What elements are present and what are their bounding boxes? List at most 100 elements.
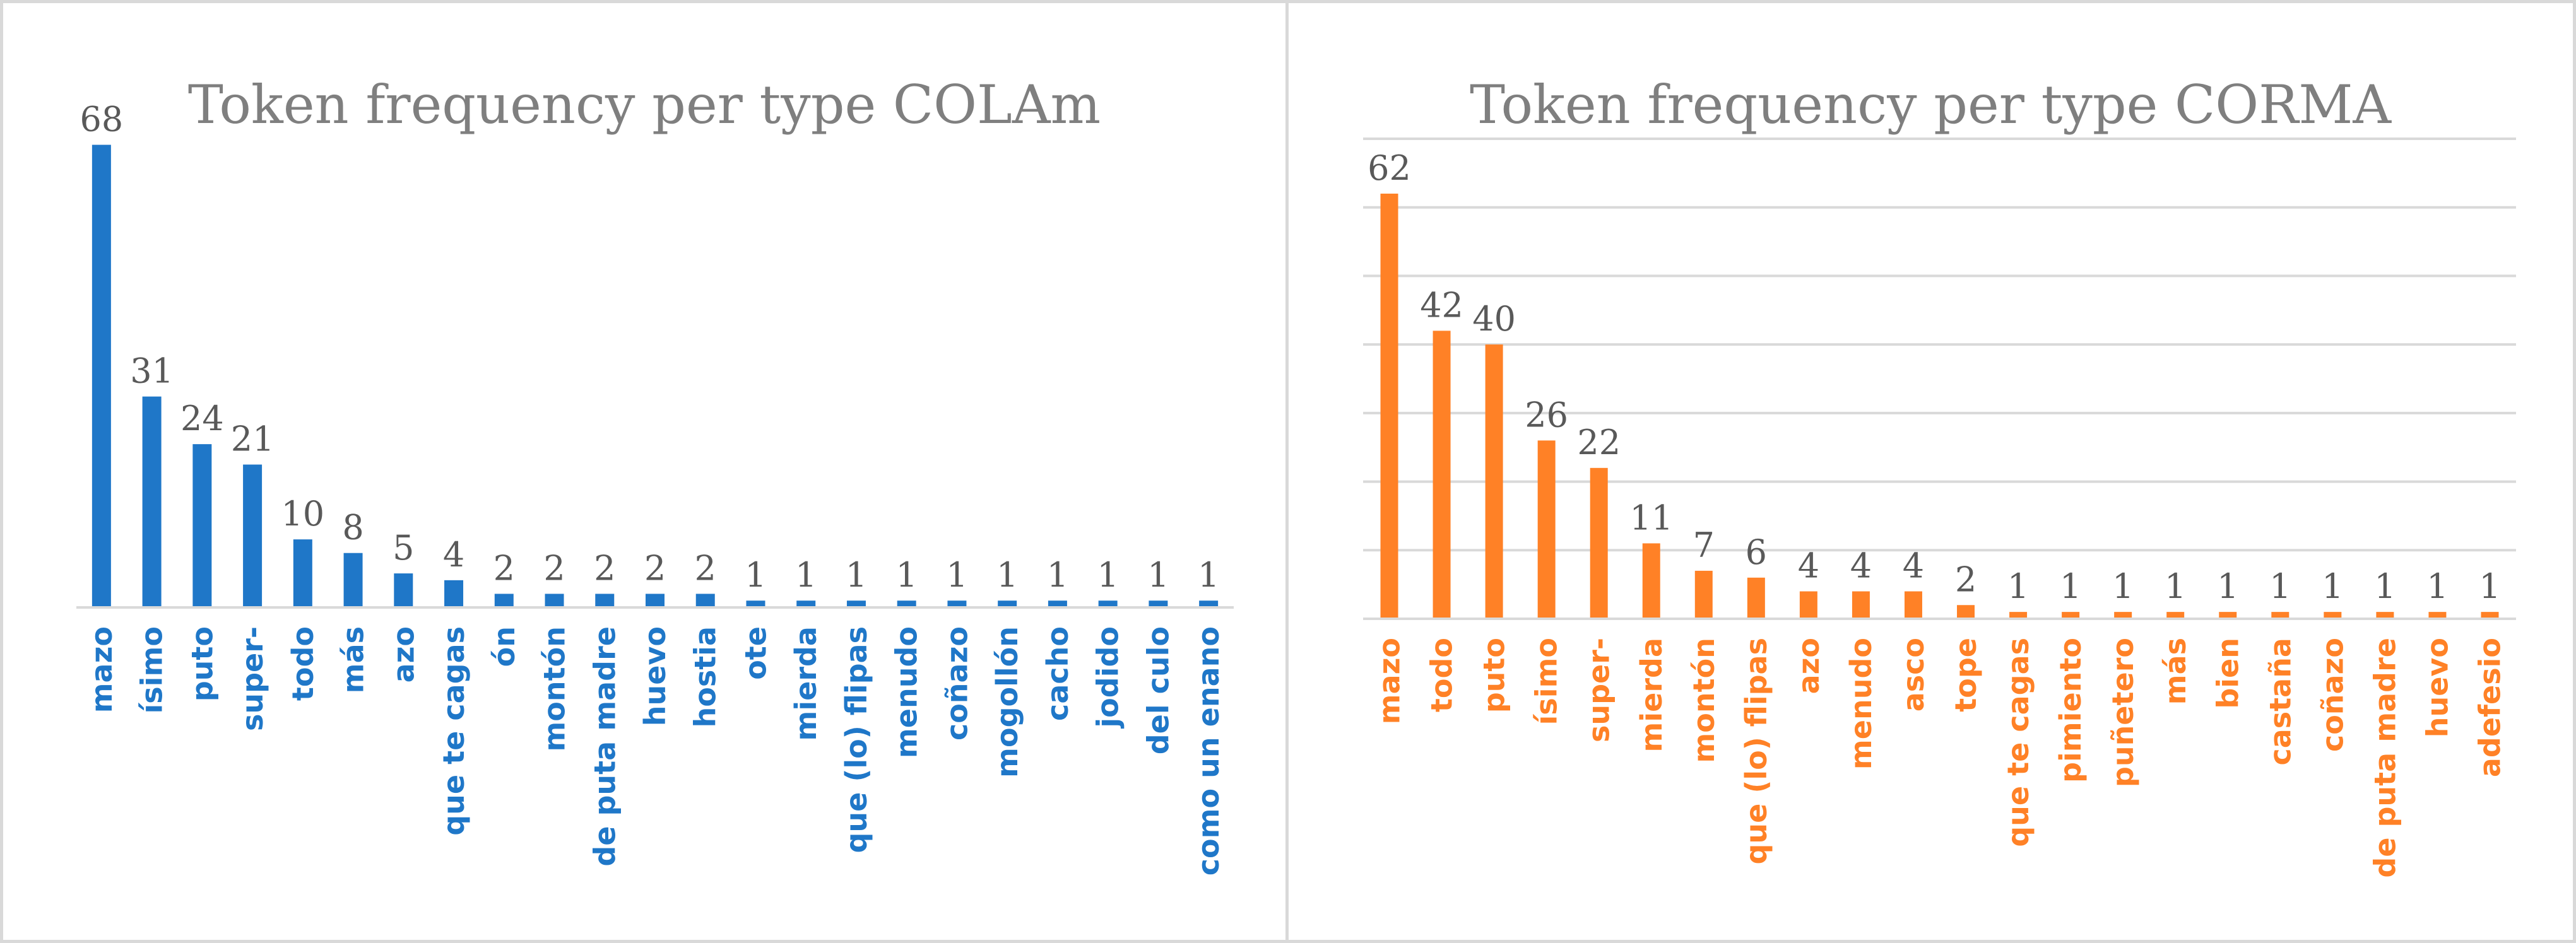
x-tick-label: menudo: [890, 626, 924, 758]
data-label: 1: [846, 555, 867, 595]
x-tick-label: azo: [386, 626, 420, 682]
data-label: 1: [745, 555, 766, 595]
bar: [1433, 331, 1451, 619]
bar: [92, 144, 111, 608]
data-label: 2: [594, 548, 615, 588]
x-tick-label: ísimo: [135, 626, 169, 713]
bar: [595, 594, 615, 607]
bar: [545, 594, 564, 607]
data-label: 1: [2479, 566, 2500, 606]
data-label: 40: [1472, 299, 1516, 339]
x-tick-label: más: [336, 626, 370, 693]
bar: [1852, 591, 1870, 619]
bar: [1380, 193, 1398, 619]
data-label: 21: [231, 419, 275, 459]
bar: [1799, 591, 1817, 619]
data-label: 2: [1955, 559, 1976, 599]
x-tick-label: azo: [1792, 638, 1826, 694]
data-label: 2: [543, 548, 565, 588]
x-tick-label: bien: [2211, 638, 2245, 709]
bar: [1590, 467, 1608, 619]
bar: [1957, 605, 1975, 619]
data-label: 1: [2007, 566, 2029, 606]
bar-chart-colam: Token frequency per type COLAm 683124211…: [76, 74, 1234, 876]
data-label: 11: [1629, 498, 1673, 537]
x-tick-label: huevo: [638, 626, 672, 726]
x-tick-label: adefesio: [2473, 638, 2507, 777]
data-label: 1: [2217, 566, 2238, 606]
bar: [1199, 600, 1219, 607]
chart-panel-corma: Token frequency per type CORMA 62 42 40 2 6 2…: [1285, 0, 2576, 943]
bar: [646, 594, 665, 607]
x-tick-label: más: [2158, 638, 2192, 705]
x-tick-label: ote: [738, 626, 772, 680]
data-label: 1: [2374, 566, 2396, 606]
x-tick-label: ísimo: [1530, 638, 1564, 725]
bar: [1642, 543, 1660, 619]
data-label: 10: [281, 494, 324, 534]
data-label: 1: [2426, 566, 2448, 606]
x-tick-label: cacho: [1041, 626, 1075, 721]
bar: [2376, 612, 2394, 619]
x-tick-label: de puta madre: [588, 626, 622, 867]
data-label: 4: [1798, 546, 1819, 586]
chart-title: Token frequency per type COLAm: [188, 74, 1101, 136]
x-tick-label: mazo: [1373, 638, 1407, 724]
x-tick-label: castaña: [2263, 638, 2297, 766]
bar: [1694, 570, 1713, 619]
x-tick-label: coñazo: [940, 626, 974, 741]
data-label: 68: [80, 100, 124, 139]
data-label: 1: [2269, 566, 2291, 606]
bar: [2324, 612, 2342, 619]
data-label: 62: [1368, 148, 1411, 188]
data-label: 42: [1420, 285, 1463, 325]
x-tick-label: de puta madre: [2368, 638, 2402, 878]
x-tick-label: jodido: [1091, 626, 1125, 729]
data-label: 1: [795, 555, 817, 595]
data-label: 7: [1693, 525, 1715, 565]
x-tick-label: ón: [487, 626, 521, 667]
data-label: 4: [1903, 546, 1924, 586]
x-tick-label: puto: [185, 626, 219, 701]
x-tick-label: hostia: [688, 626, 723, 728]
x-tick-label: puto: [1477, 638, 1511, 713]
x-tick-label: todo: [1425, 638, 1459, 712]
data-label: 2: [644, 548, 666, 588]
bar: [243, 464, 263, 607]
x-tick-label: montón: [1687, 638, 1721, 763]
bar: [394, 573, 413, 607]
bar: [2219, 612, 2237, 619]
data-label: 6: [1746, 532, 1767, 572]
data-label: 5: [393, 528, 414, 568]
data-label: 1: [996, 555, 1018, 595]
x-tick-label: menudo: [1844, 638, 1878, 770]
bar: [142, 396, 162, 607]
data-label: 1: [946, 555, 967, 595]
bar: [2062, 612, 2080, 619]
x-tick-label: huevo: [2420, 638, 2454, 737]
bar: [2428, 612, 2447, 619]
data-label: 24: [180, 399, 224, 438]
bar: [746, 600, 765, 607]
x-tick-label: que te cagas: [437, 626, 471, 836]
x-tick-label: del culo: [1141, 626, 1175, 754]
data-label: 1: [1198, 555, 1219, 595]
bar: [846, 600, 866, 607]
bar: [444, 580, 464, 607]
bar: [293, 539, 312, 607]
bar: [2166, 612, 2185, 619]
data-label: 4: [1850, 546, 1872, 586]
x-tick-label: como un enano: [1191, 626, 1226, 876]
chart-title: Token frequency per type CORMA: [1470, 74, 2392, 136]
x-tick-label: mazo: [85, 626, 119, 713]
data-label: 22: [1577, 423, 1621, 462]
bar: [192, 444, 212, 607]
data-label: 1: [1147, 555, 1169, 595]
bar: [343, 553, 363, 607]
data-label: 1: [2112, 566, 2134, 606]
data-label: 1: [1047, 555, 1068, 595]
x-tick-label: todo: [286, 626, 320, 701]
bar: [2114, 612, 2132, 619]
x-tick-label: mogollón: [990, 626, 1024, 778]
data-label: 31: [130, 351, 174, 391]
